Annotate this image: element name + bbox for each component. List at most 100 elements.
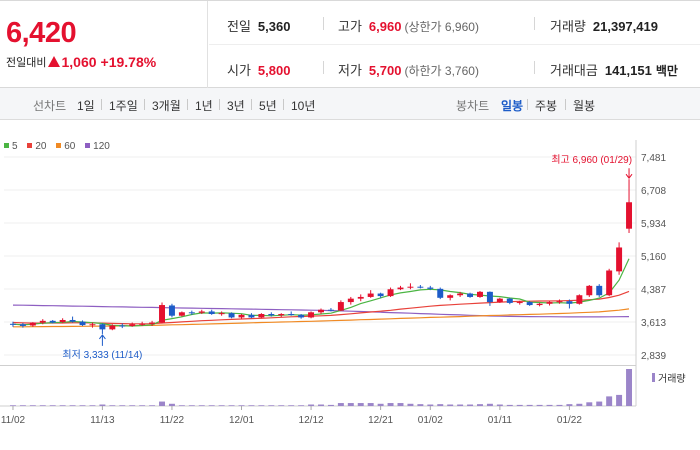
candle <box>516 300 523 305</box>
candle <box>387 287 394 297</box>
volume-bar <box>19 405 26 406</box>
candle <box>89 322 96 328</box>
candle <box>626 179 633 233</box>
volume-bar <box>268 405 275 406</box>
candle <box>178 311 185 317</box>
stat-separator <box>323 61 324 74</box>
candle <box>576 294 583 305</box>
max-arrow-icon <box>625 168 633 180</box>
volume-bar <box>367 403 374 406</box>
volume-bar <box>89 405 96 406</box>
tab-separator <box>144 99 145 110</box>
volume-bar <box>397 403 404 406</box>
x-tick-label: 01/02 <box>418 415 443 426</box>
legend-ma20: 20 <box>27 141 46 152</box>
tab-5y[interactable]: 5년 <box>259 99 277 113</box>
tab-1d[interactable]: 1일 <box>77 99 95 113</box>
candle <box>218 311 225 316</box>
volume-bar <box>457 404 464 406</box>
volume-bar <box>218 405 225 406</box>
candle <box>238 314 245 319</box>
candle <box>586 285 593 297</box>
volume-bar <box>347 403 354 406</box>
candle <box>616 242 623 275</box>
min-annotation: 최저 3,333 (11/14) <box>62 349 142 361</box>
tab-10y[interactable]: 10년 <box>291 99 316 113</box>
volume-bar <box>208 405 215 406</box>
tab-weekly[interactable]: 주봉 <box>535 99 558 113</box>
volume-bar <box>536 404 543 406</box>
tab-monthly[interactable]: 월봉 <box>573 99 596 113</box>
stat-separator <box>534 61 535 74</box>
stat-value: 5,360 <box>257 19 291 34</box>
candle <box>29 322 36 327</box>
tab-separator <box>219 99 220 110</box>
volume-bar <box>29 405 36 406</box>
candle <box>278 313 285 317</box>
stats-divider <box>209 44 700 45</box>
tab-separator <box>527 99 528 110</box>
lower-limit: (하한가 3,760) <box>404 64 479 78</box>
price-chart[interactable]: 거래량 7,4816,7085,9345,1604,3873,6132,839 … <box>0 140 700 450</box>
quote-panel: 6,420 전일대비 1,060 +19.78% 전일 5,360 고가 6,960 (상… <box>0 0 700 88</box>
tab-3y[interactable]: 3년 <box>227 99 245 113</box>
legend-swatch <box>4 143 9 148</box>
volume-bar <box>238 405 245 406</box>
tab-separator <box>187 99 188 110</box>
x-tick-label: 12/12 <box>299 415 324 426</box>
stat-label: 전일 <box>227 19 251 34</box>
current-price: 6,420 <box>6 17 77 49</box>
candle <box>39 319 46 325</box>
min-arrow-icon <box>98 334 106 346</box>
stat-low: 저가 5,700 (하한가 3,760) <box>338 60 479 79</box>
stats-grid: 전일 5,360 고가 6,960 (상한가 6,960) 거래량 21,397,419… <box>209 1 700 88</box>
x-tick-label: 11/13 <box>90 415 115 426</box>
stat-value: 141,151 <box>604 63 652 78</box>
volume-bar <box>327 404 334 406</box>
candle <box>248 313 255 319</box>
candle <box>536 302 543 307</box>
candle <box>566 299 573 309</box>
ma-legend: 5 20 60 120 <box>4 141 117 152</box>
change-label: 전일대비 <box>6 57 47 69</box>
volume-bar <box>258 405 265 406</box>
stat-value: 5,700 <box>368 63 402 78</box>
volume-bar <box>486 403 493 406</box>
volume-bar <box>119 405 126 406</box>
stat-separator <box>534 17 535 30</box>
candle <box>397 285 404 291</box>
legend-label: 5 <box>12 141 18 152</box>
volume-bar <box>566 404 573 406</box>
tab-1w[interactable]: 1주일 <box>109 99 138 113</box>
x-tick-label: 01/22 <box>557 415 582 426</box>
stat-value: 5,800 <box>257 63 291 78</box>
candle <box>596 284 603 297</box>
amount-unit: 백만 <box>655 64 678 78</box>
candle <box>119 323 126 329</box>
y-tick-label: 2,839 <box>641 351 666 362</box>
volume-bar <box>427 404 434 406</box>
candle <box>327 308 334 312</box>
volume-bar <box>149 405 156 406</box>
candle <box>139 321 146 326</box>
y-tick-label: 7,481 <box>641 153 666 164</box>
change-row: 전일대비 1,060 +19.78% <box>6 54 156 70</box>
tab-3m[interactable]: 3개월 <box>152 99 181 113</box>
candle <box>407 283 414 290</box>
candle <box>149 320 156 326</box>
volume-panel-border <box>0 365 636 405</box>
volume-bar <box>178 405 185 406</box>
legend-ma120: 120 <box>85 141 110 152</box>
change-percent: +19.78% <box>100 54 157 70</box>
tab-1y[interactable]: 1년 <box>195 99 213 113</box>
volume-bar <box>99 404 106 406</box>
tab-daily[interactable]: 일봉 <box>501 99 524 113</box>
candle <box>208 309 215 315</box>
x-tick-label: 11/22 <box>160 415 185 426</box>
volume-bar <box>308 404 315 406</box>
candle <box>59 318 66 323</box>
volume-bar <box>526 404 533 406</box>
volume-bar <box>467 404 474 406</box>
stat-value: 6,960 <box>368 19 402 34</box>
